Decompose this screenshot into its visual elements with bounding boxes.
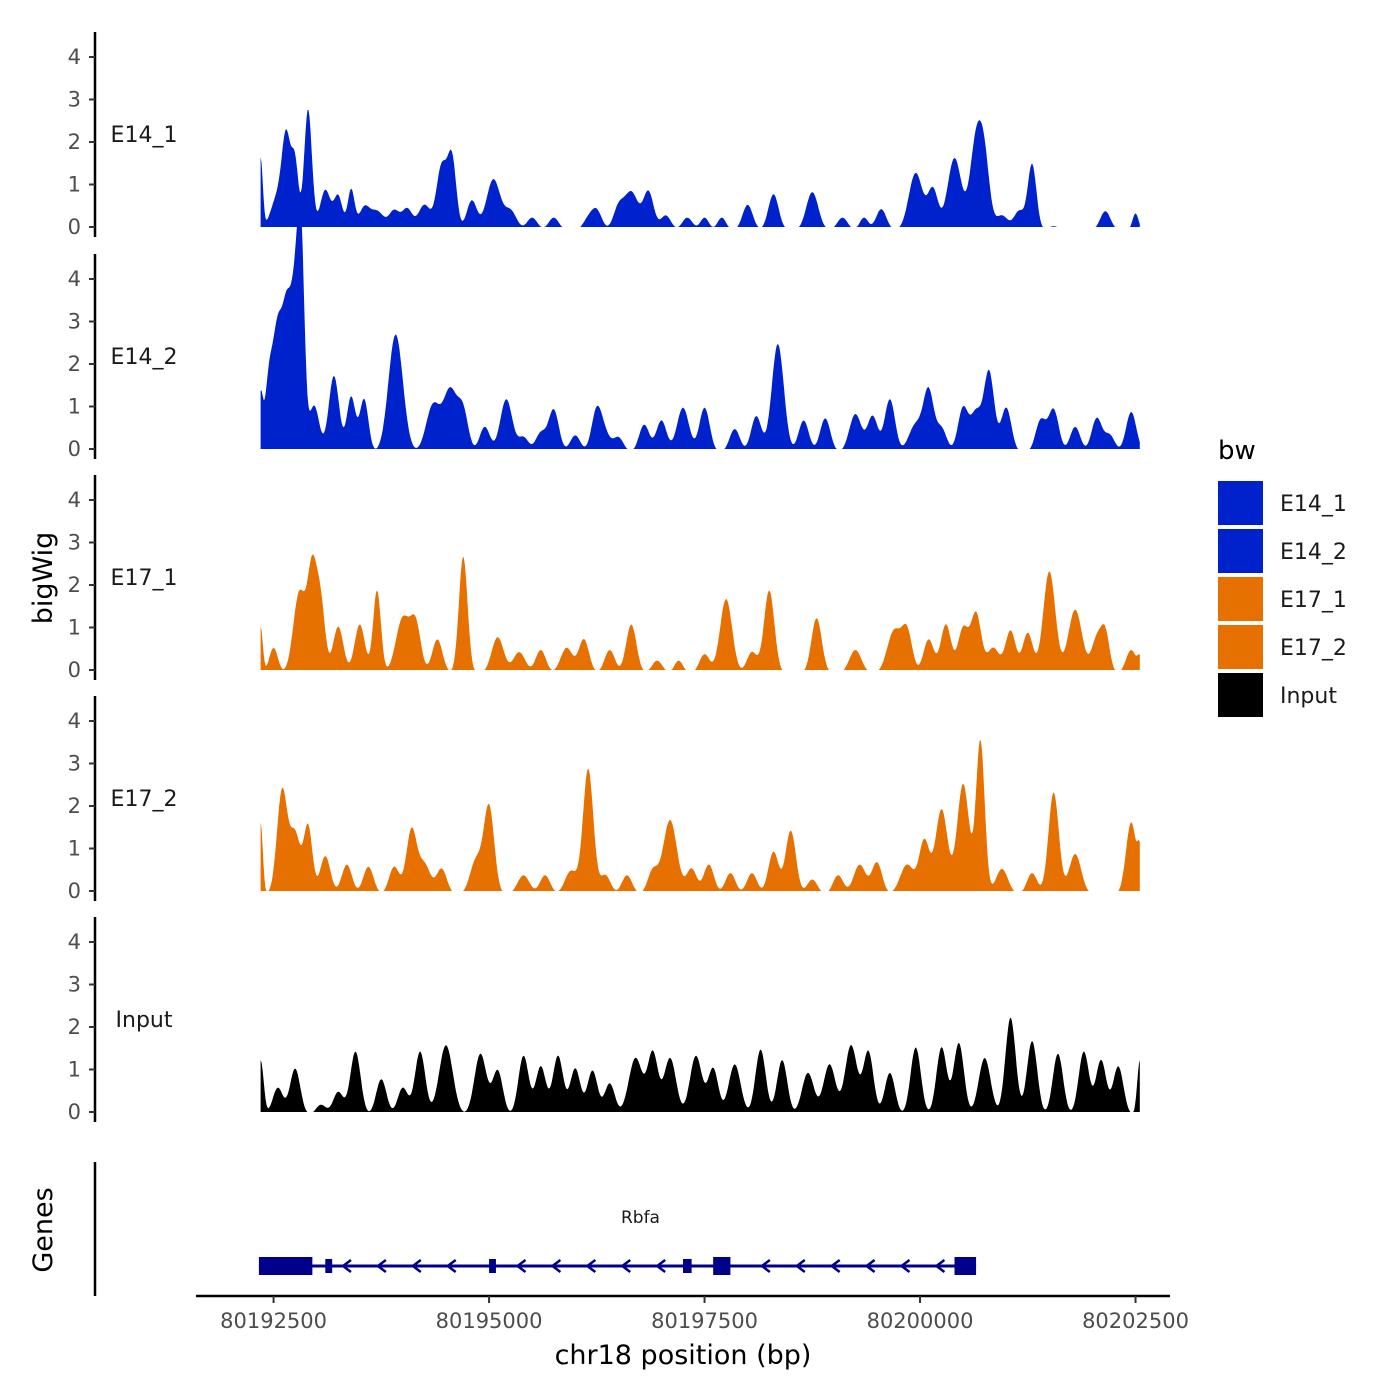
legend-label-E17_2: E17_2 [1280, 636, 1347, 661]
y-tick-label: 0 [68, 1100, 81, 1124]
genes-axis-title: Genes [28, 1187, 59, 1272]
y-tick-label: 2 [68, 573, 81, 597]
strand-arrow [864, 1259, 876, 1273]
track-label-E17_1: E17_1 [111, 566, 178, 591]
track-E14_2: 0 1 2 3 4 E14_2 [68, 198, 1140, 461]
y-tick-label: 1 [68, 616, 81, 640]
signal-area-E17_1 [260, 554, 1140, 670]
track-label-Input: Input [116, 1008, 173, 1033]
y-tick-label: 0 [68, 879, 81, 903]
track-E17_2: 0 1 2 3 4 E17_2 [68, 696, 1140, 903]
legend-label-E14_2: E14_2 [1280, 540, 1347, 565]
legend-label-E14_1: E14_1 [1280, 492, 1347, 517]
strand-arrow [620, 1259, 631, 1273]
y-tick-label: 3 [68, 531, 81, 555]
strand-arrow [550, 1259, 562, 1273]
track-E17_1: 0 1 2 3 4 E17_1 [68, 475, 1140, 682]
gene-exon [683, 1259, 692, 1273]
signal-area-E14_2 [260, 198, 1140, 449]
strand-arrow [445, 1259, 457, 1273]
gene-exon [258, 1257, 313, 1275]
y-tick-label: 3 [68, 973, 81, 997]
y-tick-label: 3 [68, 752, 81, 776]
strand-arrow [829, 1259, 841, 1273]
strand-arrow [340, 1259, 352, 1273]
gene-exon [325, 1259, 333, 1273]
signal-area-E14_1 [260, 109, 1140, 227]
gene-name-label: Rbfa [621, 1208, 660, 1228]
y-tick-label: 4 [68, 930, 81, 954]
strand-arrow [759, 1259, 771, 1273]
strand-arrow [655, 1259, 666, 1273]
y-tick-label: 1 [68, 173, 81, 197]
y-tick-label: 2 [68, 352, 81, 376]
y-tick-label: 4 [68, 267, 81, 291]
x-axis: 80192500 80195000 80197500 80200000 80202500 [196, 1294, 1189, 1333]
legend-label-Input: Input [1280, 684, 1337, 709]
strand-arrow [410, 1259, 422, 1273]
strand-arrow [899, 1259, 911, 1273]
y-tick-label: 3 [68, 310, 81, 334]
strand-arrow [375, 1259, 387, 1273]
track-E14_1: 0 1 2 3 4 E14_1 [68, 32, 1140, 239]
legend-swatch-E14_1 [1218, 481, 1263, 525]
y-axis-title: bigWig [28, 532, 59, 625]
gene-track: Rbfa [93, 1162, 977, 1296]
y-tick-label: 3 [68, 88, 81, 112]
strand-arrow [934, 1259, 946, 1273]
legend-swatch-E14_2 [1218, 529, 1263, 573]
y-tick-label: 1 [68, 1058, 81, 1082]
gene-exon [489, 1259, 496, 1273]
x-tick-label: 80192500 [220, 1309, 327, 1333]
signal-area-E17_2 [260, 739, 1140, 891]
track-Input: 0 1 2 3 4 Input [68, 917, 1140, 1124]
y-tick-label: 0 [68, 437, 81, 461]
strand-arrow [794, 1259, 806, 1273]
y-tick-label: 4 [68, 709, 81, 733]
y-tick-label: 2 [68, 1015, 81, 1039]
gene-exon [713, 1257, 731, 1275]
signal-tracks: 0 1 2 3 4 E14_1 0 1 2 3 4 E14_2 0 1 2 3 4 E17_1 0 1 2 3 4 E17_2… [68, 32, 1140, 1124]
legend-swatch-E17_1 [1218, 577, 1263, 621]
x-axis-title: chr18 position (bp) [555, 1340, 812, 1371]
gene-exon [954, 1257, 977, 1275]
y-tick-label: 0 [68, 215, 81, 239]
x-tick-label: 80202500 [1082, 1309, 1189, 1333]
legend-label-E17_1: E17_1 [1280, 588, 1347, 613]
legend-swatch-E17_2 [1218, 625, 1263, 669]
track-label-E17_2: E17_2 [111, 787, 178, 812]
y-tick-label: 1 [68, 837, 81, 861]
y-tick-label: 2 [68, 794, 81, 818]
y-tick-label: 4 [68, 488, 81, 512]
signal-area-Input [260, 1017, 1140, 1112]
legend-swatch-Input [1218, 673, 1263, 717]
y-tick-label: 4 [68, 45, 81, 69]
y-tick-label: 0 [68, 658, 81, 682]
strand-arrow [515, 1259, 527, 1273]
track-label-E14_2: E14_2 [111, 345, 178, 370]
strand-arrow [585, 1259, 597, 1273]
track-label-E14_1: E14_1 [111, 123, 178, 148]
legend: bw E14_1 E14_2 E17_1 E17_2 Input [1218, 436, 1347, 717]
x-tick-label: 80195000 [436, 1309, 543, 1333]
x-tick-label: 80197500 [651, 1309, 758, 1333]
x-tick-label: 80200000 [867, 1309, 974, 1333]
y-tick-label: 2 [68, 130, 81, 154]
legend-title: bw [1218, 436, 1256, 466]
y-tick-label: 1 [68, 395, 81, 419]
